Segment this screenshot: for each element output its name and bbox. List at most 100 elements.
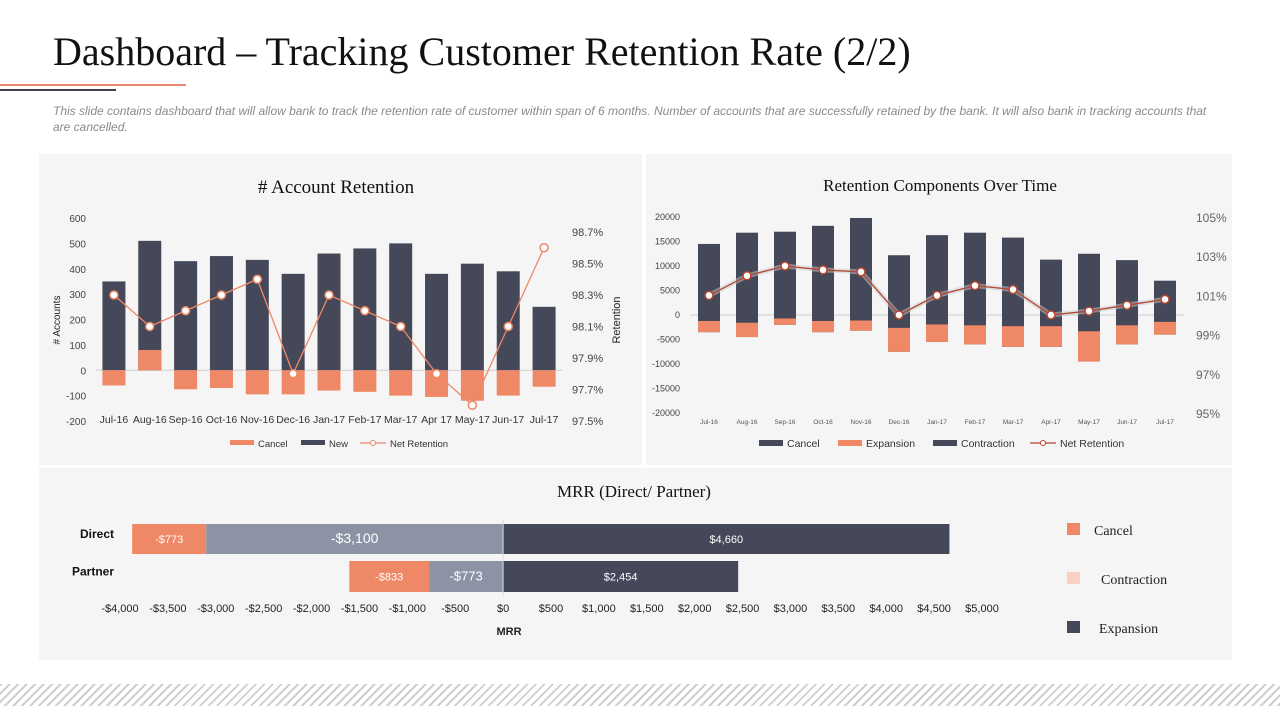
mrr-expansion-bar: [503, 561, 739, 592]
mrr-cancel-bar: [349, 561, 430, 592]
account-cancel-bar: [496, 370, 520, 396]
components-x-tick: Sep-16: [775, 419, 796, 426]
account-cancel-bar: [102, 370, 126, 386]
account-x-tick: Jun-17: [492, 414, 524, 426]
components-legend-cancel: Cancel: [787, 438, 820, 450]
components-x-tick: Jul-16: [700, 419, 718, 426]
account-new-bar: [460, 263, 484, 371]
mrr-contraction-label: -$773: [449, 569, 482, 584]
account-cancel-bar: [460, 370, 484, 401]
account-net-retention-point: [539, 243, 549, 253]
components-x-tick: Jul-17: [1156, 419, 1174, 426]
account-cancel-bar: [138, 349, 162, 371]
components-y-tick: 10000: [655, 261, 680, 271]
mrr-legend-expansion: Expansion: [1099, 622, 1159, 637]
components-net-retention-point: [742, 271, 752, 281]
components-expansion-bar: [926, 324, 948, 342]
mrr-x-tick: $5,000: [965, 603, 999, 615]
components-net-retention-point: [970, 280, 980, 291]
account-y-tick: -200: [66, 417, 86, 428]
account-net-retention-point: [467, 400, 478, 410]
mrr-legend-contraction: Contraction: [1101, 573, 1168, 588]
mrr-legend-expansion-swatch: [1067, 621, 1080, 633]
mrr-x-tick: $0: [497, 603, 509, 615]
mrr-contraction-label: -$3,100: [331, 530, 379, 546]
account-y-tick: 0: [80, 366, 86, 377]
mrr-x-tick: $1,500: [630, 603, 664, 615]
account-y2-tick: 97.7%: [572, 385, 603, 397]
mrr-x-tick: -$500: [441, 603, 469, 615]
account-legend-new-swatch: [301, 440, 325, 445]
footer-hatch: [0, 684, 1280, 706]
mrr-x-tick: -$3,500: [149, 603, 186, 615]
mrr-category-label: Partner: [72, 565, 114, 579]
components-legend-expansion: Expansion: [866, 438, 915, 450]
components-x-tick: Jan-17: [927, 419, 947, 426]
account-legend-net: Net Retention: [390, 439, 448, 450]
components-legend-contraction-swatch: [933, 440, 957, 446]
components-x-tick: Oct-16: [813, 419, 833, 426]
components-net-retention-point: [1084, 306, 1094, 316]
account-y2-tick: 98.7%: [572, 227, 603, 239]
components-y-tick: -5000: [657, 335, 680, 345]
mrr-x-tick: $2,500: [726, 603, 760, 615]
components-cancel-bar: [1078, 253, 1100, 315]
components-net-retention-point: [1122, 300, 1132, 310]
account-legend-cancel: Cancel: [258, 439, 288, 450]
components-net-retention-point: [818, 265, 828, 275]
mrr-cancel-label: -$833: [375, 572, 403, 584]
account-net-retention-point: [395, 321, 406, 332]
components-expansion-bar: [1002, 326, 1024, 347]
components-expansion-bar: [1116, 325, 1138, 345]
components-cancel-bar: [1116, 260, 1138, 315]
components-x-tick: Feb-17: [965, 419, 986, 426]
mrr-x-tick: -$3,000: [197, 603, 234, 615]
components-y-tick: 20000: [655, 212, 680, 222]
components-cancel-bar: [1040, 259, 1062, 315]
account-y2-tick: 98.3%: [572, 290, 603, 302]
components-expansion-bar: [1040, 326, 1062, 347]
mrr-x-tick: -$1,000: [389, 603, 426, 615]
components-net-retention-point: [1160, 294, 1170, 305]
components-expansion-bar: [1154, 321, 1176, 335]
account-y-tick: 400: [69, 265, 86, 276]
account-cancel-bar: [174, 370, 198, 390]
components-cancel-bar: [850, 217, 872, 315]
account-x-tick: Jul-17: [530, 414, 559, 426]
components-expansion-bar: [736, 322, 758, 338]
components-x-tick: Apr-17: [1041, 419, 1061, 426]
components-cancel-bar: [698, 243, 720, 315]
account-cancel-bar: [389, 370, 413, 396]
components-y-tick: 5000: [660, 286, 680, 296]
components-net-retention-point: [894, 310, 904, 320]
mrr-x-tick: $2,000: [678, 603, 712, 615]
components-y2-tick: 103%: [1196, 250, 1227, 264]
account-net-retention-point: [109, 290, 119, 300]
account-cancel-bar: [353, 370, 377, 392]
account-y2-axis-label: Retention: [611, 296, 623, 343]
account-y-tick: 500: [69, 239, 86, 250]
account-cancel-bar: [425, 370, 449, 397]
account-x-tick: Aug-16: [133, 414, 167, 426]
account-net-retention-point: [145, 321, 155, 332]
components-legend-cancel-swatch: [759, 440, 783, 446]
components-y-tick: -15000: [652, 384, 680, 394]
account-new-bar: [245, 259, 269, 371]
account-legend-new: New: [329, 439, 348, 450]
account-net-retention-point: [216, 290, 227, 300]
mrr-contraction-bar: [429, 561, 504, 592]
mrr-legend-contraction-swatch: [1067, 572, 1080, 584]
account-new-bar: [496, 271, 520, 371]
account-legend-net-marker: [370, 440, 376, 446]
account-x-tick: Nov-16: [240, 414, 274, 426]
account-new-bar: [209, 256, 233, 371]
mrr-x-tick: -$4,000: [101, 603, 138, 615]
mrr-x-tick: $4,000: [869, 603, 903, 615]
account-legend-cancel-swatch: [230, 440, 254, 445]
account-net-retention-point: [180, 306, 191, 316]
account-cancel-bar: [245, 370, 269, 395]
account-new-bar: [389, 243, 413, 371]
mrr-cancel-bar: [132, 524, 207, 554]
mrr-x-tick: $1,000: [582, 603, 616, 615]
